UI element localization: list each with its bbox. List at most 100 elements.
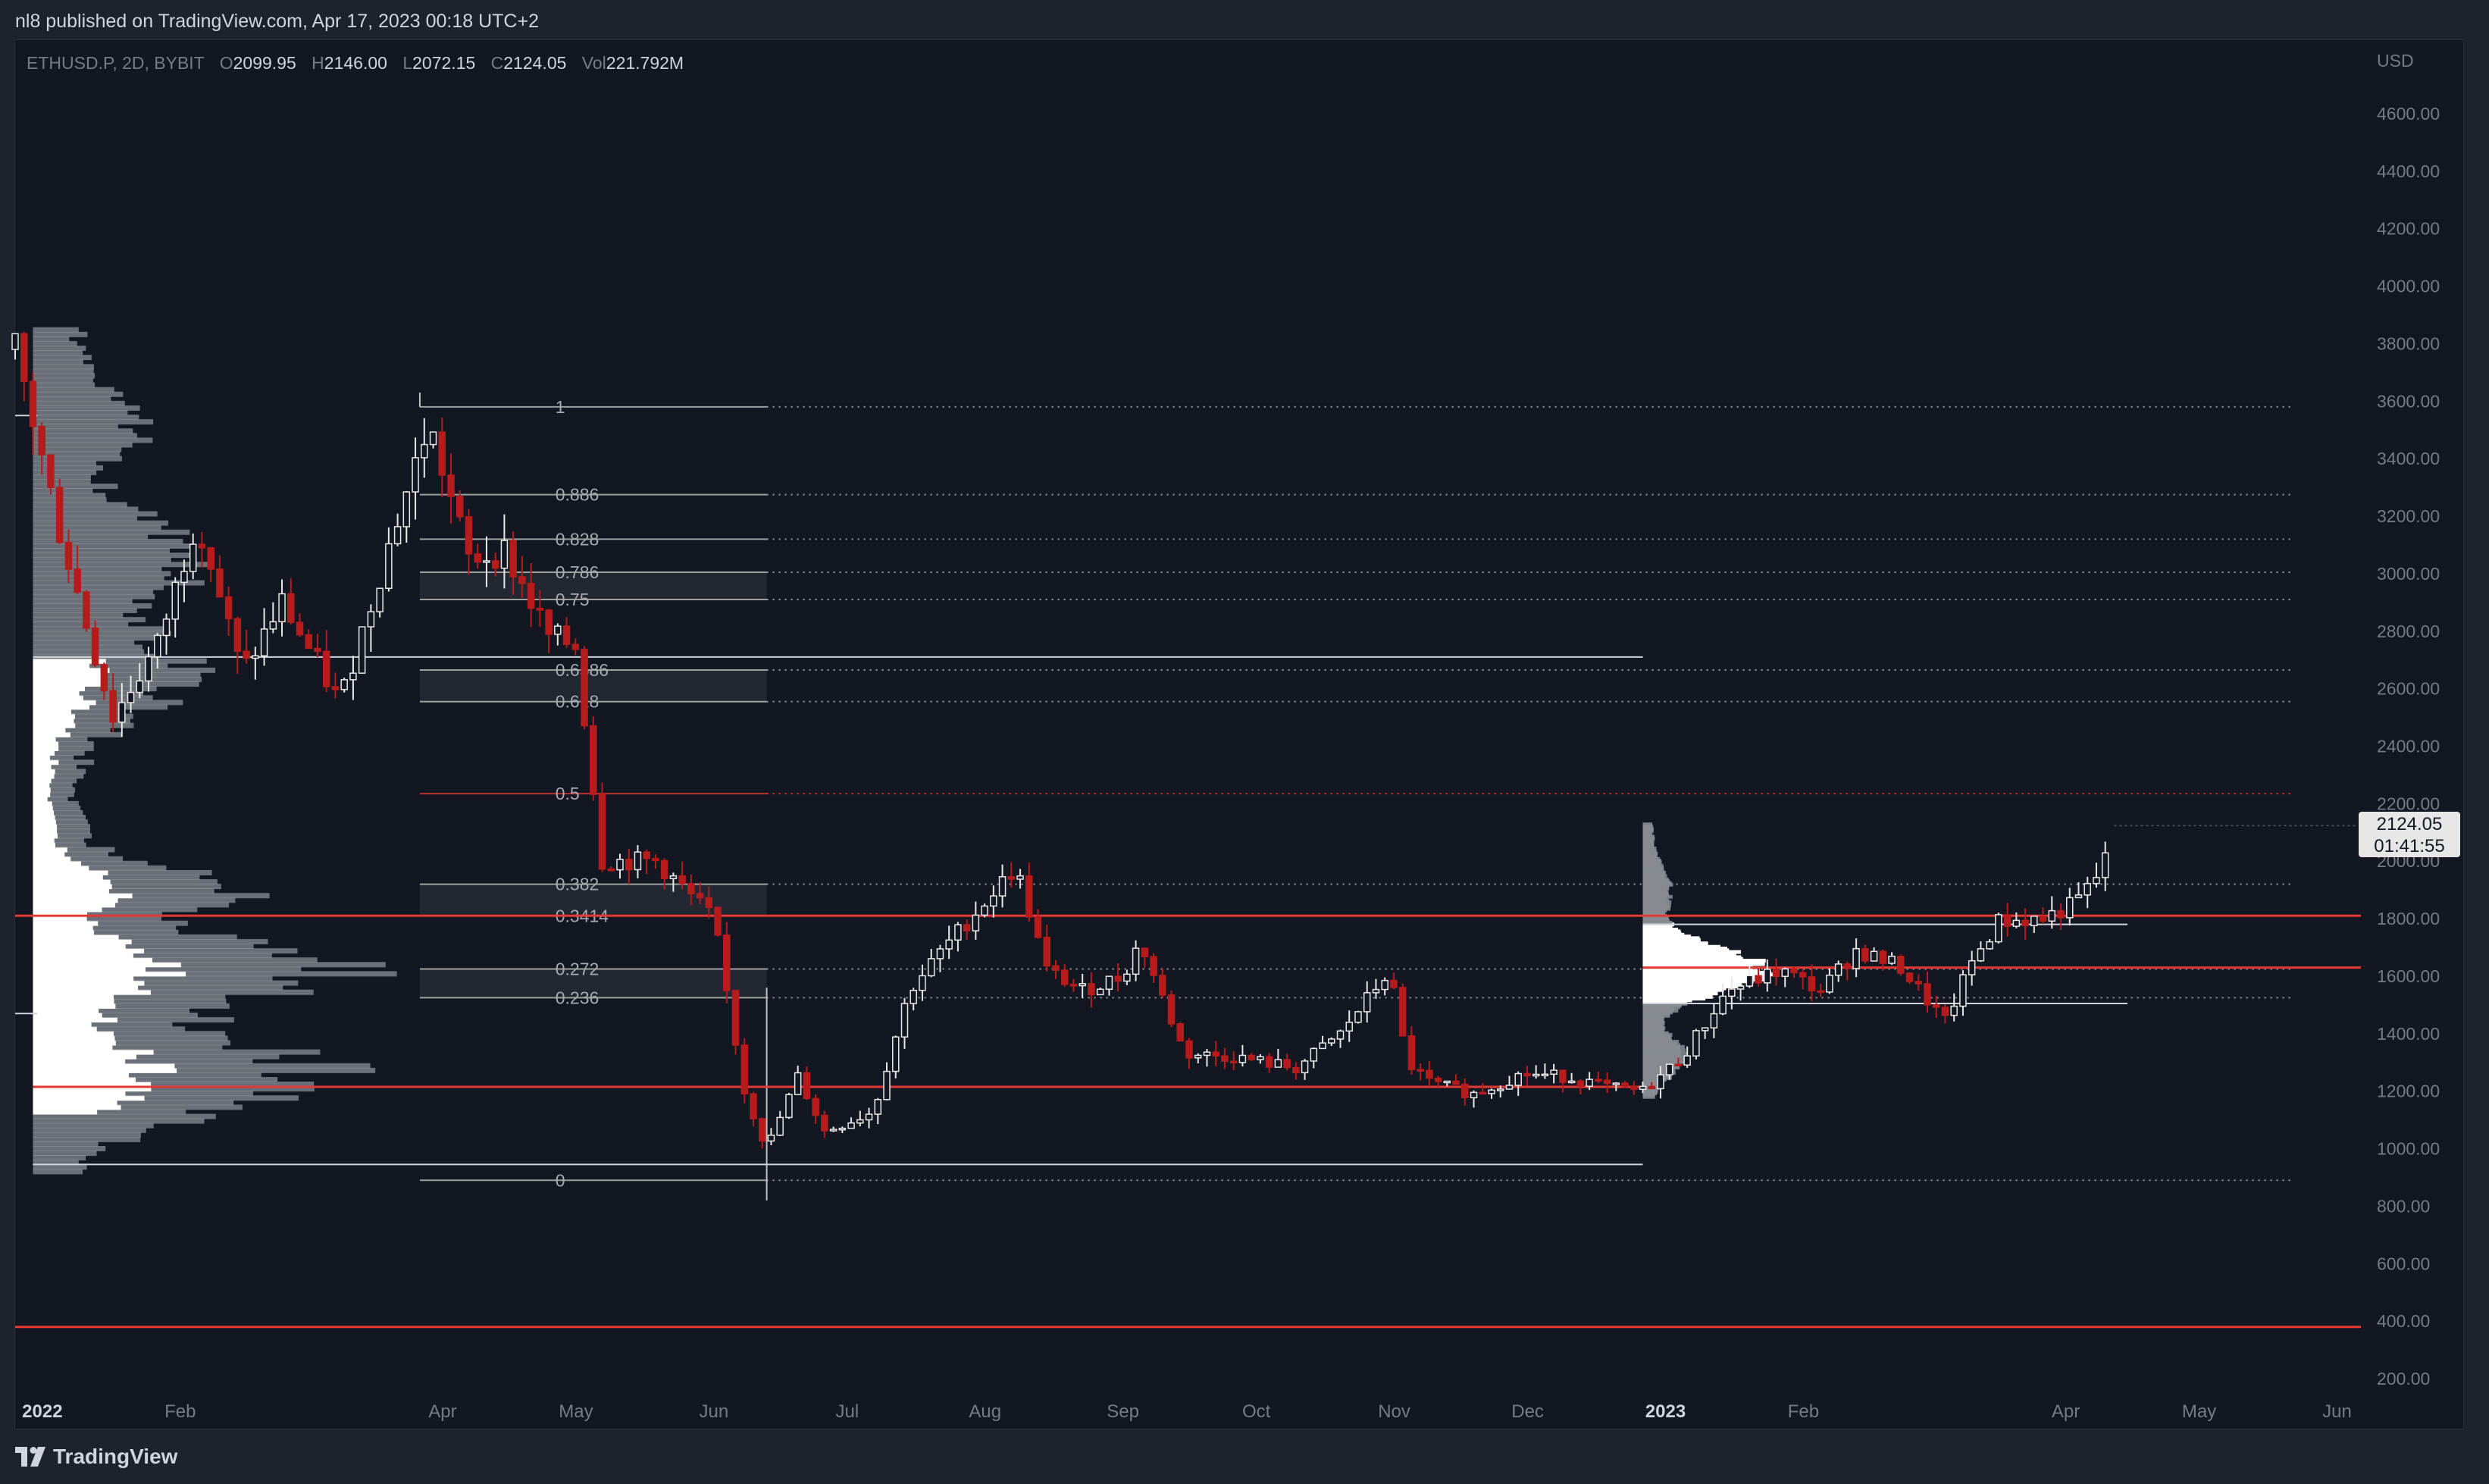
- candle-down: [1426, 1069, 1433, 1079]
- candle-up: [874, 1099, 882, 1115]
- candle-down: [216, 568, 224, 598]
- volume-profile-bar: [33, 433, 137, 439]
- candle-down: [287, 593, 295, 623]
- currency-label: USD: [2377, 51, 2414, 70]
- candle-down: [64, 542, 73, 570]
- candle-down: [1398, 987, 1407, 1037]
- volume-profile-bar: [33, 1122, 154, 1129]
- candle-down: [1069, 984, 1078, 987]
- candle-down: [1772, 969, 1780, 977]
- volume-profile-bar: [33, 359, 83, 365]
- volume-profile-value-area-bar: [33, 971, 186, 977]
- volume-profile-value-area-bar: [33, 791, 51, 797]
- volume-profile-value-area-bar: [33, 847, 67, 853]
- candle-up: [785, 1094, 793, 1119]
- y-tick-label: 400.00: [2377, 1311, 2430, 1331]
- volume-profile-bar: [33, 1151, 97, 1157]
- volume-profile-value-area-bar: [33, 700, 96, 706]
- x-tick-label: Feb: [164, 1401, 196, 1422]
- volume-profile-bar: [33, 612, 124, 618]
- candle-up: [883, 1070, 891, 1100]
- candle-down: [474, 553, 481, 563]
- candle-up: [1123, 973, 1131, 982]
- volume-profile-value-area-bar: [33, 1072, 130, 1078]
- volume-profile-bar: [33, 529, 190, 535]
- volume-profile-bar: [33, 446, 122, 452]
- candle-down: [91, 628, 99, 665]
- volume-profile-value-area-bar: [33, 1044, 113, 1050]
- volume-profile-value-area-bar: [33, 667, 110, 673]
- last-price: 2124.05: [2376, 814, 2443, 834]
- volume-profile-bar: [51, 764, 77, 770]
- candle-down: [1434, 1077, 1442, 1082]
- candle-down: [20, 333, 28, 382]
- volume-profile-value-area-bar: [33, 810, 55, 816]
- volume-profile-value-area-bar: [33, 865, 89, 871]
- volume-profile-bar: [33, 377, 93, 384]
- candle-down: [821, 1114, 828, 1132]
- volume-profile-bar: [33, 479, 91, 485]
- candle-up: [669, 875, 678, 879]
- tradingview-brand-label: TradingView: [53, 1445, 178, 1468]
- chart-frame[interactable]: [14, 39, 2464, 1429]
- candle-up: [367, 611, 375, 628]
- volume-profile-bar: [177, 1067, 376, 1073]
- candle-up: [1505, 1085, 1514, 1090]
- candle-up: [1194, 1054, 1202, 1059]
- candle-down: [38, 425, 45, 456]
- tradingview-brand[interactable]: TradingView: [15, 1445, 177, 1469]
- candle-down: [1603, 1079, 1611, 1085]
- volume-profile-bar: [133, 975, 273, 982]
- volume-profile-value-area-bar: [33, 759, 59, 765]
- x-tick-label: Nov: [1378, 1401, 1410, 1422]
- y-tick-label: 3400.00: [2377, 449, 2440, 468]
- volume-profile-bar: [33, 644, 142, 650]
- candle-down: [625, 859, 633, 871]
- volume-profile-bar: [33, 566, 162, 572]
- volume-profile-value-area-bar: [33, 938, 132, 944]
- volume-profile-bar: [125, 1091, 253, 1097]
- candle-down: [731, 990, 740, 1046]
- candle-up: [1888, 955, 1896, 964]
- volume-profile-value-area-bar: [33, 796, 48, 802]
- volume-profile-value-area-bar: [33, 916, 87, 922]
- volume-profile-bar: [33, 1132, 142, 1138]
- volume-profile-bar: [144, 1095, 299, 1101]
- volume-profile-bar: [108, 888, 214, 894]
- volume-profile-bar: [33, 1127, 146, 1133]
- volume-profile-value-area-bar: [33, 722, 76, 728]
- candle-down: [1229, 1060, 1238, 1063]
- candle-up: [1968, 960, 1976, 975]
- candle-up: [998, 876, 1007, 897]
- volume-profile-bar: [97, 1109, 186, 1115]
- close-value: 2124.05: [503, 53, 567, 73]
- candle-up: [500, 540, 509, 569]
- volume-profile-value-area-bar: [33, 906, 102, 913]
- volume-profile-bar: [98, 920, 188, 926]
- open-key: O: [219, 53, 233, 73]
- volume-profile-bar: [150, 989, 314, 995]
- volume-profile-bar: [47, 796, 68, 802]
- volume-profile-bar: [52, 800, 79, 806]
- candle-down: [2057, 909, 2065, 919]
- volume-profile-value-area-bar: [33, 676, 104, 682]
- volume-profile-bar: [89, 704, 168, 710]
- candle-down: [696, 893, 704, 899]
- volume-profile-value-area-bar: [33, 1086, 152, 1092]
- volume-profile-bar: [33, 405, 140, 411]
- volume-profile-value-area-bar: [33, 994, 114, 1000]
- volume-profile-value-area-bar: [33, 718, 74, 724]
- volume-profile-bar: [70, 709, 124, 715]
- candle-up: [1274, 1059, 1282, 1068]
- volume-profile-bar: [95, 700, 183, 706]
- candle-down: [29, 380, 37, 427]
- x-tick-label: Aug: [969, 1401, 1001, 1422]
- candle-down: [2021, 919, 2029, 926]
- candle-up: [892, 1036, 900, 1072]
- volume-profile-bar: [180, 962, 386, 968]
- candle-up: [1852, 947, 1860, 969]
- candle-down: [1265, 1056, 1273, 1068]
- candle-up: [1203, 1051, 1211, 1057]
- volume-profile-bar: [54, 773, 84, 779]
